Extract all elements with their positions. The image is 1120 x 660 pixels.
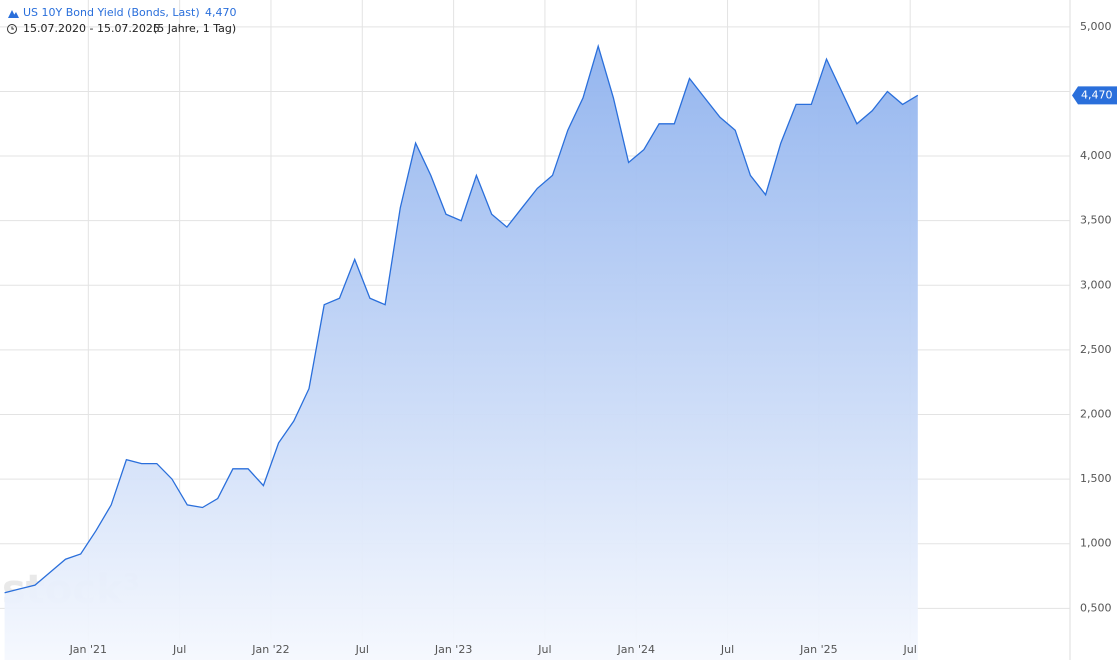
y-tick-label: 0,500 — [1080, 601, 1112, 614]
y-tick-label: 1,000 — [1080, 537, 1112, 550]
x-tick-label: Jul — [720, 643, 734, 656]
x-tick-label: Jan '24 — [616, 643, 654, 656]
last-badge-label: 4,470 — [1081, 88, 1113, 101]
y-tick-label: 1,500 — [1080, 472, 1112, 485]
chart-icon — [8, 10, 19, 18]
last-value: 4,470 — [205, 6, 237, 19]
y-tick-label: 3,500 — [1080, 214, 1112, 227]
line — [4, 43, 919, 594]
x-tick-label: Jan '22 — [251, 643, 289, 656]
clock-hand — [11, 26, 14, 30]
area-fill — [4, 46, 918, 660]
last-badge — [1072, 86, 1117, 105]
y-tick-label: 5,000 — [1080, 20, 1112, 33]
x-tick-label: Jul — [355, 643, 369, 656]
y-tick-label: 2,000 — [1080, 407, 1112, 420]
period: (5 Jahre, 1 Tag) — [153, 22, 236, 35]
y-tick-label: 3,000 — [1080, 278, 1112, 291]
y-tick-label: 2,500 — [1080, 343, 1112, 356]
date-range: 15.07.2020 - 15.07.2025 — [23, 22, 160, 35]
x-tick-label: Jul — [172, 643, 186, 656]
plot — [4, 43, 919, 660]
y-tick-label: 4,000 — [1080, 149, 1112, 162]
clock-icon — [7, 24, 17, 34]
chart-title: US 10Y Bond Yield (Bonds, Last) — [23, 6, 200, 19]
x-tick-label: Jan '25 — [799, 643, 837, 656]
x-tick-label: Jan '23 — [434, 643, 472, 656]
x-tick-label: Jan '21 — [69, 643, 107, 656]
x-tick-label: Jul — [903, 643, 917, 656]
x-tick-label: Jul — [537, 643, 551, 656]
